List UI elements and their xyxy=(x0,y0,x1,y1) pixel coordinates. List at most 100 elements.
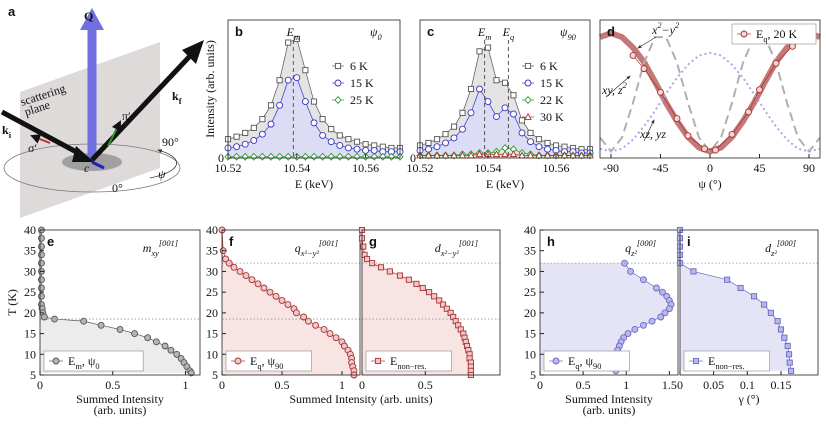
marker xyxy=(501,79,509,86)
y-tick-label: 5 xyxy=(530,368,536,382)
marker xyxy=(38,284,45,292)
marker xyxy=(278,296,286,304)
marker xyxy=(250,136,258,144)
y-tick-label: 10 xyxy=(24,347,36,361)
y-tick-label: 30 xyxy=(524,264,536,278)
marker xyxy=(772,59,780,67)
marker xyxy=(360,243,367,250)
marker xyxy=(459,109,466,116)
marker xyxy=(233,133,240,140)
text-part: d xyxy=(765,241,772,255)
marker xyxy=(52,357,60,365)
y-tick-label: 25 xyxy=(206,285,218,299)
x-tick-label: -45 xyxy=(653,161,669,175)
marker xyxy=(328,126,335,133)
text-part: q xyxy=(575,362,580,371)
text-part: xy xyxy=(150,249,159,258)
x-tick-label: 0.5 xyxy=(275,378,290,392)
pi-arrow xyxy=(107,120,121,147)
y-tick-label: 30 xyxy=(206,264,218,278)
text-part: E xyxy=(286,25,295,39)
panel-label: dz²[000] xyxy=(765,239,796,258)
legend-label: 6 K xyxy=(540,59,558,73)
panel-label: dx²−y²[001] xyxy=(435,239,478,258)
y-tick-label: 5 xyxy=(30,368,36,382)
marker xyxy=(161,342,169,350)
marker xyxy=(784,342,791,350)
kf-arrow xyxy=(90,54,192,162)
diagram-label: σ′ xyxy=(28,141,37,155)
legend-label: 22 K xyxy=(540,93,564,107)
marker xyxy=(312,321,320,329)
marker xyxy=(518,117,526,124)
x-tick-label: 0 xyxy=(537,378,543,392)
text-part: 0 xyxy=(377,33,382,42)
panel-label: qz²[000] xyxy=(625,239,656,258)
text-part: ψ xyxy=(560,25,568,39)
marker xyxy=(144,334,152,342)
text-part: q xyxy=(257,362,262,371)
text-part: 0 xyxy=(95,362,99,371)
marker xyxy=(665,305,673,313)
marker xyxy=(544,139,551,146)
marker xyxy=(788,367,795,374)
text-part: 2 xyxy=(675,21,679,30)
y-tick-label: 25 xyxy=(524,285,536,299)
marker xyxy=(80,317,88,325)
x-axis-label: (arb. units) xyxy=(94,403,147,417)
marker xyxy=(684,132,692,140)
legend-box xyxy=(731,23,817,45)
marker xyxy=(345,136,352,143)
x-tick-label: 0 xyxy=(219,378,225,392)
marker xyxy=(728,130,736,138)
marker-label: Em xyxy=(477,25,491,42)
curve xyxy=(599,36,821,154)
panel-label: ψ0 xyxy=(370,25,382,42)
marker xyxy=(405,276,412,283)
marker xyxy=(750,293,758,300)
curve-label: x2−y2 xyxy=(651,21,679,37)
y-axis-label: Intensity (arb. units) xyxy=(203,40,217,138)
marker xyxy=(501,104,509,112)
marker xyxy=(535,143,543,151)
marker xyxy=(657,88,664,96)
marker xyxy=(640,65,648,73)
marker xyxy=(552,357,560,365)
marker xyxy=(467,85,475,93)
x-tick-label: -90 xyxy=(603,161,619,175)
axes-frame xyxy=(539,229,679,376)
marker xyxy=(386,268,393,275)
marker xyxy=(362,141,369,148)
axes-frame xyxy=(679,229,819,376)
panel-label: ψ90 xyxy=(560,25,577,42)
marker xyxy=(332,334,340,342)
text-part: 90 xyxy=(567,33,576,42)
marker xyxy=(259,116,266,123)
marker xyxy=(724,276,731,283)
x-tick-label: 10.54 xyxy=(475,161,502,175)
marker xyxy=(544,145,551,153)
y-axis-label: T (K) xyxy=(5,289,19,316)
x-axis-label: ψ (°) xyxy=(698,177,721,191)
x-tick-label: 10.56 xyxy=(543,161,570,175)
panel-letter: h xyxy=(547,234,555,249)
ki-arrow-head xyxy=(72,146,94,162)
y-tick-label: 35 xyxy=(24,244,36,258)
marker xyxy=(443,305,450,312)
panel-letter: i xyxy=(687,234,691,249)
text-part: , ψ xyxy=(580,354,594,368)
text-part: m xyxy=(143,241,152,255)
ki-arrow xyxy=(0,109,84,158)
legend-box xyxy=(225,350,312,372)
curve-label-arrow xyxy=(637,36,657,49)
legend-label: 15 K xyxy=(350,76,374,90)
c-axis xyxy=(91,160,105,170)
marker xyxy=(364,255,371,263)
x-tick-label: 1 xyxy=(623,378,629,392)
legend-label: Enon−res. xyxy=(390,354,427,371)
marker xyxy=(377,264,385,271)
x-tick-label: 10.54 xyxy=(283,161,310,175)
marker xyxy=(353,145,361,153)
marker xyxy=(336,132,343,139)
y-tick-label: 20 xyxy=(206,306,218,320)
